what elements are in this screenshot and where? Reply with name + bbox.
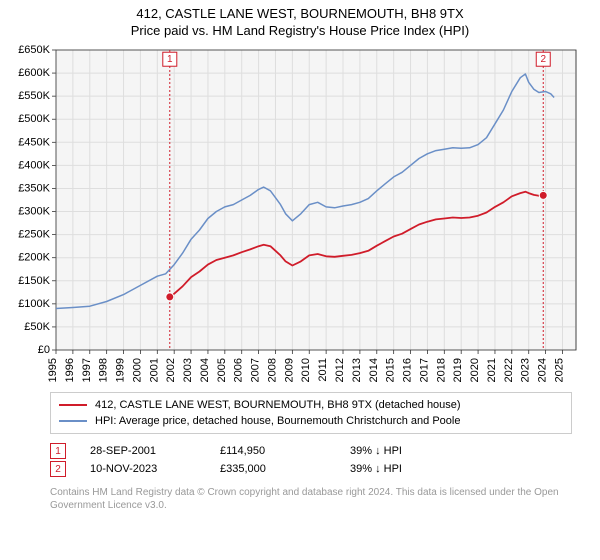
svg-text:2013: 2013: [351, 358, 363, 382]
svg-text:1: 1: [167, 54, 173, 65]
svg-text:2017: 2017: [418, 358, 430, 382]
svg-text:£300K: £300K: [18, 206, 50, 218]
svg-text:1999: 1999: [115, 358, 127, 382]
legend-row: 412, CASTLE LANE WEST, BOURNEMOUTH, BH8 …: [59, 397, 563, 413]
chart-container: £0 £50K £100K £150K £200K £250K £300K £350K £400…: [10, 44, 590, 384]
svg-text:£50K: £50K: [24, 321, 50, 333]
marker-price: £114,950: [220, 445, 350, 457]
svg-text:2008: 2008: [266, 358, 278, 382]
svg-text:2021: 2021: [486, 358, 498, 382]
svg-text:2025: 2025: [553, 358, 565, 382]
svg-text:1998: 1998: [98, 358, 110, 382]
svg-text:2023: 2023: [520, 358, 532, 382]
svg-text:£200K: £200K: [18, 252, 50, 264]
svg-text:£550K: £550K: [18, 90, 50, 102]
svg-text:£150K: £150K: [18, 275, 50, 287]
svg-text:£450K: £450K: [18, 136, 50, 148]
svg-text:2016: 2016: [402, 358, 414, 382]
svg-text:2009: 2009: [283, 358, 295, 382]
chart-title-block: 412, CASTLE LANE WEST, BOURNEMOUTH, BH8 …: [0, 0, 600, 38]
svg-text:2019: 2019: [452, 358, 464, 382]
marker-pct: 39% ↓ HPI: [350, 445, 480, 457]
svg-text:2010: 2010: [300, 358, 312, 382]
marker-price: £335,000: [220, 463, 350, 475]
svg-text:£250K: £250K: [18, 229, 50, 241]
svg-text:2004: 2004: [199, 358, 211, 382]
svg-text:2022: 2022: [503, 358, 515, 382]
svg-text:£350K: £350K: [18, 182, 50, 194]
marker-pct: 39% ↓ HPI: [350, 463, 480, 475]
svg-text:2001: 2001: [148, 358, 160, 382]
marker-badge: 1: [50, 443, 66, 459]
svg-text:£0: £0: [38, 344, 50, 356]
marker-badge: 2: [50, 461, 66, 477]
marker-date: 10-NOV-2023: [90, 463, 220, 475]
footnote: Contains HM Land Registry data © Crown c…: [50, 486, 572, 512]
svg-text:2: 2: [540, 54, 546, 65]
svg-text:2024: 2024: [537, 358, 549, 382]
svg-text:2014: 2014: [368, 358, 380, 382]
svg-text:2006: 2006: [233, 358, 245, 382]
svg-text:£500K: £500K: [18, 113, 50, 125]
svg-text:2003: 2003: [182, 358, 194, 382]
marker-table: 1 28-SEP-2001£114,95039% ↓ HPI 2 10-NOV-202…: [50, 442, 572, 478]
chart-title-line2: Price paid vs. HM Land Registry's House …: [0, 23, 600, 38]
svg-text:2002: 2002: [165, 358, 177, 382]
svg-text:1997: 1997: [81, 358, 93, 382]
marker-row: 2 10-NOV-2023£335,00039% ↓ HPI: [50, 460, 572, 478]
svg-text:2005: 2005: [216, 358, 228, 382]
legend-swatch: [59, 404, 87, 406]
svg-text:2007: 2007: [250, 358, 262, 382]
svg-text:£600K: £600K: [18, 67, 50, 79]
svg-text:2018: 2018: [435, 358, 447, 382]
svg-text:£400K: £400K: [18, 159, 50, 171]
svg-text:1995: 1995: [47, 358, 59, 382]
svg-text:2011: 2011: [317, 358, 329, 382]
svg-text:1996: 1996: [64, 358, 76, 382]
marker-date: 28-SEP-2001: [90, 445, 220, 457]
price-chart: £0 £50K £100K £150K £200K £250K £300K £350K £400…: [10, 44, 590, 384]
legend-label: 412, CASTLE LANE WEST, BOURNEMOUTH, BH8 …: [95, 399, 461, 411]
svg-text:2020: 2020: [469, 358, 481, 382]
legend-swatch: [59, 420, 87, 422]
svg-text:2000: 2000: [131, 358, 143, 382]
svg-text:£100K: £100K: [18, 298, 50, 310]
svg-text:2015: 2015: [385, 358, 397, 382]
svg-text:£650K: £650K: [18, 44, 50, 56]
legend-row: HPI: Average price, detached house, Bour…: [59, 413, 563, 429]
svg-text:2012: 2012: [334, 358, 346, 382]
legend-label: HPI: Average price, detached house, Bour…: [95, 415, 460, 427]
chart-title-line1: 412, CASTLE LANE WEST, BOURNEMOUTH, BH8 …: [0, 6, 600, 21]
legend: 412, CASTLE LANE WEST, BOURNEMOUTH, BH8 …: [50, 392, 572, 434]
marker-row: 1 28-SEP-2001£114,95039% ↓ HPI: [50, 442, 572, 460]
